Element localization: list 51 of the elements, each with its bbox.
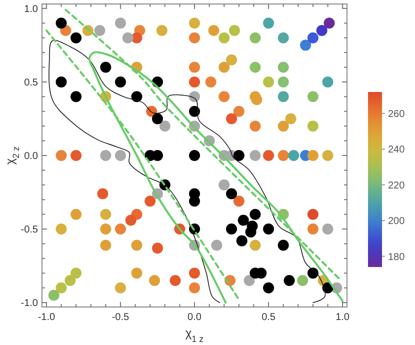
- point: [100, 62, 112, 73]
- point: [70, 91, 82, 102]
- point: [114, 18, 126, 29]
- color-bar-label: 180: [388, 252, 406, 263]
- point: [238, 214, 249, 226]
- color-bar-label: 240: [388, 144, 406, 156]
- point: [233, 150, 244, 161]
- point: [94, 24, 106, 36]
- x-tick-label: 1.0: [336, 312, 350, 323]
- point: [263, 282, 274, 294]
- x-tick-label: -0.5: [112, 312, 130, 323]
- y-tick-label: 1.0: [24, 4, 38, 15]
- point: [307, 268, 318, 279]
- point: [278, 240, 289, 251]
- point: [189, 150, 200, 161]
- point: [159, 120, 170, 132]
- y-tick-label: -0.5: [20, 224, 38, 236]
- point: [245, 226, 256, 238]
- point: [100, 150, 112, 161]
- color-bar-label: 220: [388, 180, 406, 192]
- x-tick-label: 0.5: [262, 312, 276, 323]
- point: [122, 32, 134, 44]
- point: [244, 275, 255, 286]
- point: [70, 32, 82, 44]
- y-tick-label: -1.0: [20, 298, 38, 310]
- point: [284, 275, 295, 286]
- point: [250, 150, 261, 161]
- y-tick-label: 0.0: [24, 151, 38, 162]
- point: [322, 224, 334, 235]
- color-bar-label: 260: [388, 108, 406, 120]
- point: [236, 235, 248, 246]
- x-tick-label: -1.0: [38, 312, 56, 323]
- y-tick-label: 0.5: [24, 77, 38, 88]
- point: [56, 18, 67, 29]
- point: [211, 240, 222, 251]
- color-bar-label: 200: [388, 216, 406, 228]
- point: [218, 179, 230, 190]
- point: [250, 208, 261, 220]
- point: [226, 224, 238, 235]
- point: [114, 76, 126, 88]
- point: [189, 196, 200, 207]
- point: [152, 113, 163, 124]
- x-tick-label: 0.0: [188, 312, 202, 323]
- point: [189, 106, 200, 117]
- point: [56, 76, 67, 88]
- point: [189, 91, 200, 102]
- point: [114, 150, 126, 161]
- point: [263, 224, 274, 235]
- point: [131, 91, 142, 102]
- x-axis-title: χ$_{1 z}$: [185, 326, 204, 344]
- point: [226, 188, 238, 200]
